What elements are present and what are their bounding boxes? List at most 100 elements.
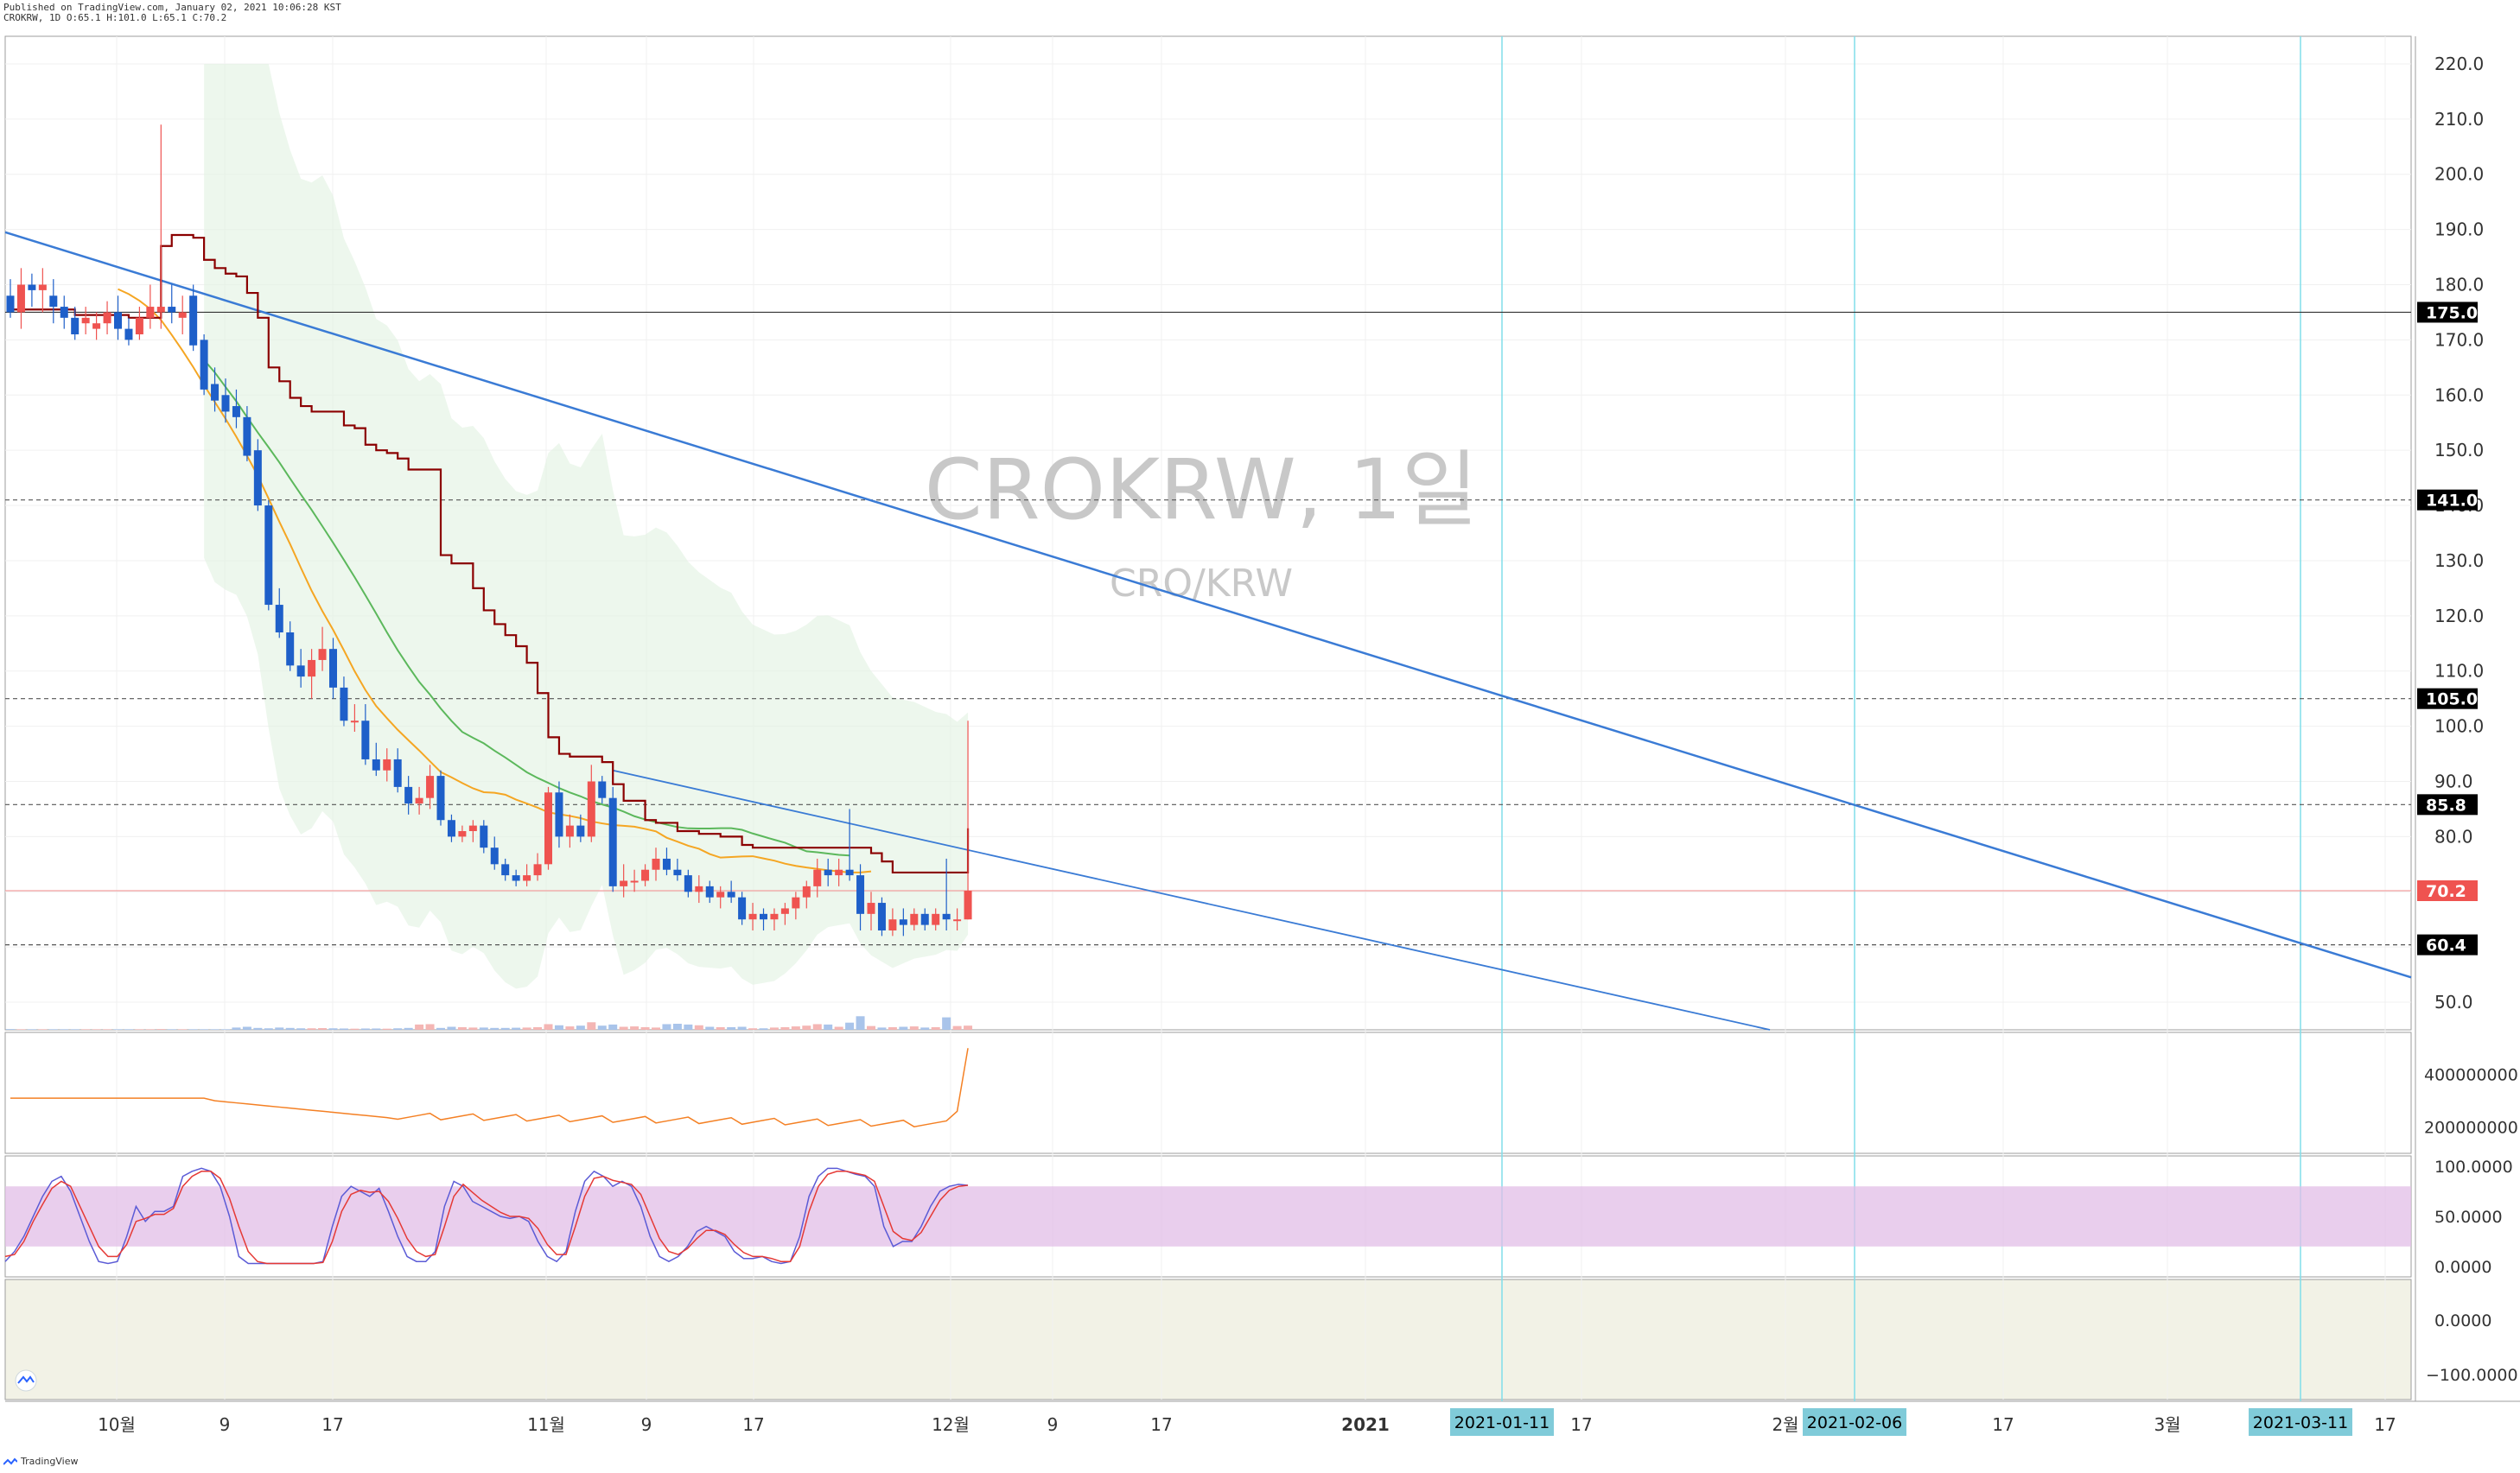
volume-bar: [834, 1026, 843, 1030]
volume-bar: [404, 1027, 413, 1030]
price-tick-label: 120.0: [2434, 606, 2484, 626]
volume-bar: [888, 1026, 897, 1030]
volume-bar: [339, 1028, 348, 1030]
extra-pane: [4, 1279, 2412, 1400]
volume-bar: [759, 1028, 768, 1030]
candle-body: [275, 605, 283, 632]
tradingview-logo-icon: [3, 1457, 17, 1465]
candle-body: [620, 880, 628, 886]
candle-body: [727, 892, 735, 898]
candle-body: [178, 312, 187, 318]
candle-body: [792, 897, 800, 909]
volume-bar: [554, 1025, 563, 1030]
candle-body: [16, 284, 25, 313]
time-tick-label: 12월: [932, 1414, 970, 1435]
candle-body: [964, 891, 972, 920]
candle-body: [695, 886, 703, 892]
candle-body: [565, 825, 574, 837]
volume-bar: [727, 1026, 736, 1030]
volume-bar: [81, 1029, 91, 1030]
volume-bar: [60, 1029, 69, 1030]
volume-bar: [640, 1026, 650, 1030]
price-label-box: [2417, 934, 2478, 956]
candle-body: [630, 880, 639, 883]
volume-bar: [920, 1027, 930, 1030]
time-tick-label: 10월: [98, 1414, 136, 1435]
volume-bar: [899, 1026, 908, 1030]
volume-bar: [576, 1025, 585, 1030]
watermark-title: CROKRW, 1일: [925, 441, 1478, 538]
candle-body: [856, 875, 865, 914]
candle-body: [71, 317, 80, 334]
pane-logo-icon: [15, 1369, 37, 1392]
candle-body: [587, 781, 595, 837]
volume-bar: [662, 1024, 671, 1030]
price-label-box: [2417, 794, 2478, 816]
volume-bar: [415, 1024, 424, 1030]
price-tick-label: 160.0: [2434, 384, 2484, 405]
volume-bar: [6, 1029, 15, 1030]
candle-body: [523, 875, 531, 881]
candle-body: [103, 312, 111, 324]
volume-bar: [608, 1024, 618, 1030]
price-tick-label: 130.0: [2434, 550, 2484, 571]
candle-body: [221, 395, 230, 412]
candle-body: [49, 295, 58, 308]
ohlc-readout: CROKRW, 1D O:65.1 H:101.0 L:65.1 C:70.2: [3, 12, 227, 23]
volume-bar: [318, 1028, 328, 1030]
volume-bar: [500, 1027, 510, 1030]
volume-bar: [188, 1029, 198, 1030]
date-label-box: [2249, 1408, 2352, 1436]
price-tick-label: 110.0: [2434, 661, 2484, 682]
time-tick-label: 17: [1570, 1414, 1592, 1435]
price-label-text: 70.2: [2426, 882, 2466, 901]
candle-body: [802, 886, 811, 898]
candle-body: [264, 505, 273, 606]
volume-bar: [824, 1024, 833, 1030]
volume-ma-tick-label: 200000000: [2424, 1119, 2518, 1138]
candle-body: [641, 869, 650, 881]
candle-body: [404, 786, 413, 804]
date-label-text: 2021-01-11: [1454, 1413, 1550, 1432]
stochastic-tick-label: 100.0000: [2434, 1158, 2513, 1177]
candle-body: [436, 776, 445, 821]
candle-body: [146, 307, 155, 318]
volume-bar: [587, 1022, 596, 1030]
price-tick-label: 90.0: [2434, 771, 2473, 792]
volume-bar: [200, 1029, 209, 1030]
date-label-box: [1803, 1408, 1906, 1436]
stochastic-tick-label: 0.0000: [2434, 1258, 2491, 1277]
candle-body: [888, 919, 897, 930]
volume-bar: [210, 1029, 220, 1030]
candle-body: [501, 864, 510, 876]
volume-ma-tick-label: 400000000: [2424, 1066, 2518, 1085]
volume-bar: [242, 1026, 251, 1030]
candle-body: [350, 721, 359, 723]
volume-bar: [425, 1024, 435, 1030]
price-tick-label: 100.0: [2434, 716, 2484, 737]
volume-bar: [791, 1026, 800, 1030]
price-label-box: [2417, 880, 2478, 901]
candle-body: [372, 759, 380, 771]
price-tick-label: 200.0: [2434, 164, 2484, 185]
candle-body: [393, 759, 402, 787]
volume-bar: [877, 1027, 887, 1030]
volume-bar: [716, 1026, 725, 1030]
candle-body: [598, 781, 607, 798]
volume-bar: [748, 1028, 758, 1030]
ema-slow-line: [203, 359, 850, 857]
candle-body: [662, 858, 671, 870]
price-tick-label: 150.0: [2434, 440, 2484, 460]
volume-bar: [942, 1017, 951, 1030]
volume-bar: [522, 1027, 531, 1030]
volume-bar: [103, 1029, 112, 1030]
candle-body: [899, 919, 907, 925]
volume-bar: [479, 1027, 488, 1030]
volume-bar: [145, 1029, 155, 1030]
volume-bar: [694, 1025, 703, 1030]
date-label-text: 2021-03-11: [2253, 1413, 2348, 1432]
candle-body: [684, 875, 692, 892]
volume-bar: [264, 1028, 273, 1030]
candle-body: [652, 858, 660, 870]
